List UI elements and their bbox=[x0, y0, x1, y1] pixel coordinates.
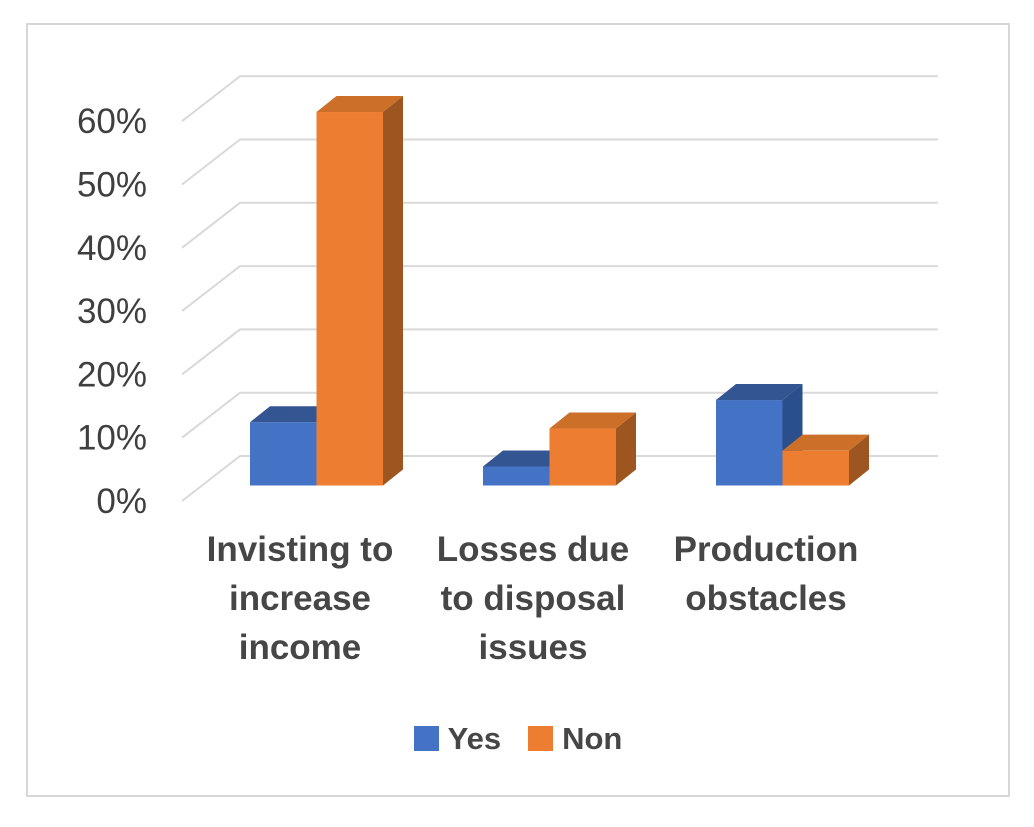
bar-non-category-1 bbox=[316, 96, 403, 486]
bar-top-face bbox=[250, 406, 337, 423]
gridline-20% bbox=[181, 328, 938, 376]
category-label-3: Production obstacles bbox=[674, 530, 859, 618]
gridline-30% bbox=[181, 265, 938, 312]
bar-non-category-3 bbox=[782, 434, 869, 486]
y-tick-10%: 10% bbox=[77, 419, 147, 458]
bar-front-face bbox=[250, 422, 317, 486]
gridline-60% bbox=[181, 75, 938, 122]
bar-top-face bbox=[782, 434, 869, 451]
legend-label-yes: Yes bbox=[447, 720, 502, 756]
bar-front-face bbox=[316, 112, 383, 486]
y-tick-40%: 40% bbox=[77, 229, 147, 268]
y-tick-50%: 50% bbox=[77, 166, 147, 205]
bar-top-face bbox=[316, 96, 403, 113]
bar-non-category-2 bbox=[549, 412, 636, 486]
legend-item-non: Non bbox=[528, 723, 622, 754]
bar-side-face bbox=[616, 412, 636, 486]
gridline-0% bbox=[181, 455, 938, 502]
chart-legend: Yes Non bbox=[26, 720, 1010, 756]
gridline-50% bbox=[181, 138, 938, 186]
legend-swatch-yes-icon bbox=[413, 725, 439, 751]
bar-front-face bbox=[716, 400, 783, 486]
bar-side-face bbox=[849, 434, 869, 486]
gridline-40% bbox=[181, 201, 938, 249]
chart-frame bbox=[26, 23, 1010, 797]
legend-label-non: Non bbox=[562, 720, 623, 756]
category-label-2: Losses due to disposal issues bbox=[437, 530, 630, 667]
bar-front-face bbox=[483, 466, 550, 486]
y-tick-60%: 60% bbox=[77, 102, 147, 141]
bar-top-face bbox=[483, 450, 570, 467]
bar-front-face bbox=[782, 450, 849, 486]
legend-swatch-non-icon bbox=[528, 725, 554, 751]
bar-front-face bbox=[549, 428, 616, 486]
y-tick-20%: 20% bbox=[77, 355, 147, 394]
y-tick-30%: 30% bbox=[77, 292, 147, 331]
bar-side-face bbox=[383, 96, 403, 486]
gridline-10% bbox=[181, 391, 938, 439]
bar-top-face bbox=[549, 412, 636, 429]
category-label-1: Invisting to increase income bbox=[207, 530, 394, 667]
legend-item-yes: Yes bbox=[413, 720, 502, 756]
bar-top-face bbox=[716, 384, 803, 401]
y-tick-0%: 0% bbox=[96, 482, 147, 521]
